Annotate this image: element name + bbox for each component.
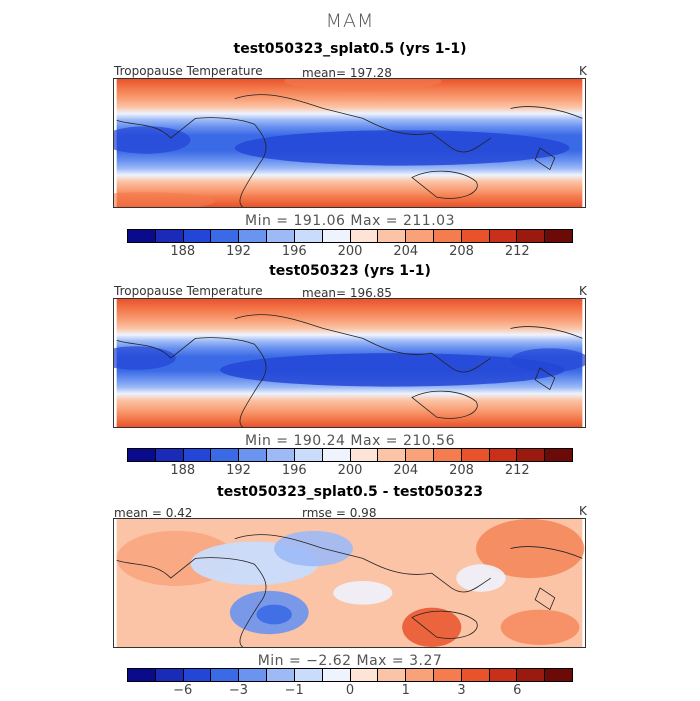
colorbar-tick-label: 0 xyxy=(345,683,355,698)
panel1-colorbar-ticks: 188 192 196 200 204 208 212 xyxy=(127,244,573,262)
colorbar-swatch xyxy=(183,449,212,461)
panel1-units: K xyxy=(579,64,587,78)
panel2-minmax: Min = 190.24 Max = 210.56 xyxy=(245,433,455,449)
panel1-minmax: Min = 191.06 Max = 211.03 xyxy=(245,213,455,229)
colorbar-swatch xyxy=(294,669,323,681)
colorbar-swatch xyxy=(545,230,572,242)
colorbar-tick-label: 188 xyxy=(170,244,196,259)
colorbar-swatch xyxy=(350,449,379,461)
colorbar-tick-label: −3 xyxy=(228,683,249,698)
panel3-title: test050323_splat0.5 - test050323 xyxy=(217,484,483,500)
colorbar-swatch xyxy=(461,230,490,242)
colorbar-tick-label: 200 xyxy=(337,463,363,478)
colorbar-tick-label: 192 xyxy=(226,244,251,259)
colorbar-swatch xyxy=(461,449,490,461)
colorbar-tick-label: 1 xyxy=(401,683,410,698)
panel2-colorbar-ticks: 188 192 196 200 204 208 212 xyxy=(127,463,573,481)
colorbar-swatch xyxy=(545,669,572,681)
colorbar-tick-label: 188 xyxy=(170,463,196,478)
colorbar-swatch xyxy=(322,669,351,681)
colorbar-swatch xyxy=(489,230,518,242)
colorbar-swatch xyxy=(239,449,268,461)
colorbar-swatch xyxy=(545,449,572,461)
colorbar-swatch xyxy=(128,230,156,242)
colorbar-swatch xyxy=(155,669,184,681)
colorbar-swatch xyxy=(517,449,546,461)
colorbar-tick-label: 208 xyxy=(449,463,474,478)
colorbar-swatch xyxy=(211,669,240,681)
colorbar-tick-label: −6 xyxy=(173,683,193,698)
colorbar-swatch xyxy=(433,669,462,681)
colorbar-tick-label: 204 xyxy=(393,244,419,259)
colorbar-swatch xyxy=(294,230,323,242)
colorbar-swatch xyxy=(350,230,379,242)
colorbar-swatch xyxy=(155,230,184,242)
colorbar-swatch xyxy=(267,230,295,242)
colorbar-swatch xyxy=(350,669,379,681)
colorbar-swatch xyxy=(378,230,407,242)
colorbar-swatch xyxy=(378,669,407,681)
panel2-field-label: Tropopause Temperature xyxy=(114,284,263,298)
panel1-map xyxy=(113,78,586,208)
panel3-colorbar-ticks: −6 −3 −1 0 1 3 6 xyxy=(127,683,573,701)
colorbar-tick-label: 196 xyxy=(281,244,307,259)
colorbar-swatch xyxy=(128,449,156,461)
colorbar-tick-label: 204 xyxy=(393,463,419,478)
colorbar-swatch xyxy=(211,449,240,461)
season-title: MAM xyxy=(325,10,375,32)
colorbar-tick-label: 3 xyxy=(457,683,466,698)
colorbar-swatch xyxy=(489,449,518,461)
colorbar-tick-label: −1 xyxy=(284,683,304,698)
panel1-title: test050323_splat0.5 (yrs 1-1) xyxy=(233,41,467,57)
panel2-title: test050323 (yrs 1-1) xyxy=(269,263,431,279)
colorbar-swatch xyxy=(267,669,295,681)
panel3-mean-label: mean = 0.42 xyxy=(114,506,193,520)
panel3-rmse-label: rmse = 0.98 xyxy=(302,506,377,520)
colorbar-swatch xyxy=(406,669,434,681)
colorbar-swatch xyxy=(322,449,351,461)
panel3-minmax: Min = −2.62 Max = 3.27 xyxy=(257,653,443,669)
colorbar-swatch xyxy=(128,669,156,681)
panel2-colorbar xyxy=(127,448,573,462)
colorbar-tick-label: 196 xyxy=(281,463,307,478)
panel3-colorbar xyxy=(127,668,573,682)
panel1-mean-label: mean= 197.28 xyxy=(302,66,392,80)
colorbar-swatch xyxy=(517,230,546,242)
colorbar-swatch xyxy=(322,230,351,242)
panel2-map xyxy=(113,298,586,428)
colorbar-swatch xyxy=(433,449,462,461)
colorbar-swatch xyxy=(378,449,407,461)
colorbar-swatch xyxy=(517,669,546,681)
colorbar-tick-label: 6 xyxy=(513,683,522,698)
colorbar-swatch xyxy=(183,230,212,242)
panel1-colorbar xyxy=(127,229,573,243)
colorbar-swatch xyxy=(155,449,184,461)
panel3-units: K xyxy=(579,504,587,518)
colorbar-swatch xyxy=(406,449,434,461)
colorbar-tick-label: 208 xyxy=(449,244,474,259)
colorbar-tick-label: 200 xyxy=(337,244,363,259)
colorbar-tick-label: 212 xyxy=(504,244,530,259)
colorbar-swatch xyxy=(239,230,268,242)
panel2-mean-label: mean= 196.85 xyxy=(302,286,392,300)
colorbar-swatch xyxy=(461,669,490,681)
colorbar-swatch xyxy=(406,230,434,242)
colorbar-swatch xyxy=(239,669,268,681)
panel2-units: K xyxy=(579,284,587,298)
colorbar-tick-label: 212 xyxy=(504,463,530,478)
colorbar-swatch xyxy=(267,449,295,461)
colorbar-swatch xyxy=(183,669,212,681)
colorbar-swatch xyxy=(294,449,323,461)
colorbar-swatch xyxy=(211,230,240,242)
colorbar-tick-label: 192 xyxy=(226,463,251,478)
colorbar-swatch xyxy=(433,230,462,242)
panel1-field-label: Tropopause Temperature xyxy=(114,64,263,78)
panel3-map xyxy=(113,518,586,648)
colorbar-swatch xyxy=(489,669,518,681)
